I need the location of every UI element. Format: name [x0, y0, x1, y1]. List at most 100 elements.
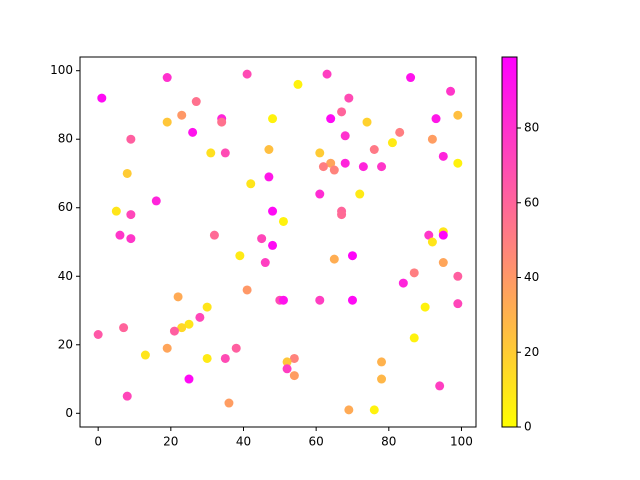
point — [431, 114, 441, 124]
point — [420, 302, 430, 312]
point — [220, 353, 230, 363]
point — [188, 127, 198, 137]
point — [235, 251, 245, 261]
point — [358, 162, 368, 172]
point — [184, 374, 194, 384]
point — [347, 251, 357, 261]
point — [122, 391, 132, 401]
point — [278, 295, 288, 305]
point — [119, 323, 129, 333]
point — [93, 330, 103, 339]
point — [326, 114, 336, 124]
point — [369, 145, 379, 154]
x-tick-label: 40 — [236, 435, 251, 449]
point — [435, 381, 445, 391]
point — [122, 168, 132, 178]
point — [268, 240, 278, 250]
plot-frame — [79, 56, 477, 428]
point — [409, 333, 419, 343]
point — [355, 189, 365, 199]
point — [162, 117, 172, 127]
point — [453, 271, 463, 281]
point — [289, 353, 299, 363]
point — [257, 234, 267, 244]
point — [438, 230, 448, 240]
point — [438, 258, 448, 268]
point — [337, 210, 347, 220]
point — [424, 230, 434, 240]
point — [289, 371, 299, 381]
point — [322, 69, 332, 79]
colorbar — [501, 56, 518, 428]
point — [191, 97, 201, 107]
point — [224, 398, 234, 408]
y-tick-label: 20 — [58, 337, 73, 351]
point — [326, 158, 336, 168]
colorbar-tick-label: 80 — [524, 121, 539, 135]
point — [162, 343, 172, 353]
point — [329, 165, 339, 175]
point — [344, 93, 354, 103]
point — [97, 93, 107, 103]
point — [377, 374, 387, 384]
point — [293, 79, 303, 89]
point — [126, 134, 136, 144]
point — [377, 162, 387, 172]
point — [453, 158, 463, 168]
point — [246, 179, 256, 189]
point — [438, 151, 448, 161]
point — [453, 299, 463, 309]
point — [177, 110, 187, 120]
x-tick-label: 0 — [94, 435, 102, 449]
point — [369, 405, 379, 415]
point — [337, 107, 347, 117]
point — [278, 216, 288, 226]
point — [427, 134, 437, 144]
point — [398, 278, 408, 288]
x-tick-label: 60 — [309, 435, 324, 449]
point — [217, 117, 227, 127]
point — [173, 292, 183, 302]
point — [195, 312, 205, 322]
point — [387, 138, 397, 148]
point — [115, 230, 125, 240]
colorbar-tick-label: 40 — [524, 270, 539, 284]
colorbar-tick-label: 0 — [524, 420, 532, 434]
colorbar-tick-label: 60 — [524, 195, 539, 209]
point — [315, 295, 325, 305]
point — [318, 162, 328, 172]
point — [184, 319, 194, 329]
y-tick-label: 40 — [58, 269, 73, 283]
point — [242, 69, 252, 79]
point — [209, 230, 219, 240]
point — [231, 343, 241, 353]
point — [206, 148, 216, 158]
point — [340, 131, 350, 141]
point — [282, 364, 292, 374]
point — [395, 127, 405, 137]
point — [242, 285, 252, 295]
point — [427, 237, 437, 247]
point — [202, 302, 212, 312]
point — [260, 258, 270, 268]
x-tick-label: 20 — [163, 435, 178, 449]
point — [340, 158, 350, 168]
point — [315, 148, 325, 158]
point — [268, 114, 278, 124]
point — [406, 73, 416, 83]
point — [126, 234, 136, 244]
point — [111, 206, 121, 216]
point — [151, 196, 161, 206]
x-tick-label: 100 — [450, 435, 473, 449]
point — [177, 323, 187, 333]
point — [220, 148, 230, 158]
point — [329, 254, 339, 264]
point — [282, 357, 292, 367]
point — [140, 350, 150, 360]
point — [169, 326, 179, 336]
point — [409, 268, 419, 278]
point — [264, 145, 274, 154]
point — [377, 357, 387, 367]
x-tick-label: 80 — [381, 435, 396, 449]
